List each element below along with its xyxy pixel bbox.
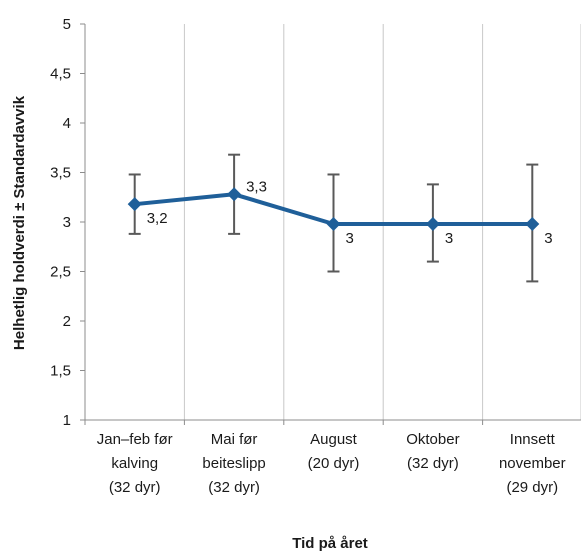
- data-point: [127, 197, 142, 212]
- data-label: 3,2: [147, 210, 168, 227]
- x-tick-label: Oktober (32 dyr): [406, 431, 459, 472]
- y-tick-label: 5: [63, 16, 71, 33]
- data-markers: [127, 187, 540, 231]
- data-label: 3: [544, 230, 552, 247]
- data-label: 3,3: [246, 178, 267, 195]
- axes: [80, 23, 581, 425]
- x-tick-label: August (20 dyr): [308, 431, 360, 472]
- data-point: [227, 187, 242, 202]
- x-tick-label: Jan–feb før kalving (32 dyr): [97, 431, 173, 496]
- data-point: [425, 216, 440, 231]
- y-tick-labels: 1 1,5 2 2,5 3 3,5 4 4,5 5: [50, 16, 71, 429]
- x-tick-labels: Jan–feb før kalving (32 dyr) Mai før beitesl…: [97, 431, 566, 496]
- data-point: [525, 216, 540, 231]
- y-tick-label: 2,5: [50, 264, 71, 281]
- x-axis-title: Tid på året: [292, 535, 368, 552]
- y-tick-label: 4,5: [50, 66, 71, 83]
- y-tick-label: 1,5: [50, 363, 71, 380]
- data-label: 3: [346, 230, 354, 247]
- y-tick-label: 3: [63, 214, 71, 231]
- x-tick-label: Innsett november (29 dyr): [499, 431, 566, 496]
- y-axis-title: Helhetlig holdverdi ± Standardavvik: [11, 95, 28, 350]
- data-labels: 3,2 3,3 3 3 3: [147, 178, 553, 247]
- data-point: [326, 216, 341, 231]
- y-tick-label: 3,5: [50, 165, 71, 182]
- data-label: 3: [445, 230, 453, 247]
- y-tick-label: 4: [63, 115, 71, 132]
- y-tick-label: 2: [63, 313, 71, 330]
- y-tick-label: 1: [63, 412, 71, 429]
- x-tick-label: Mai før beiteslipp (32 dyr): [202, 431, 265, 496]
